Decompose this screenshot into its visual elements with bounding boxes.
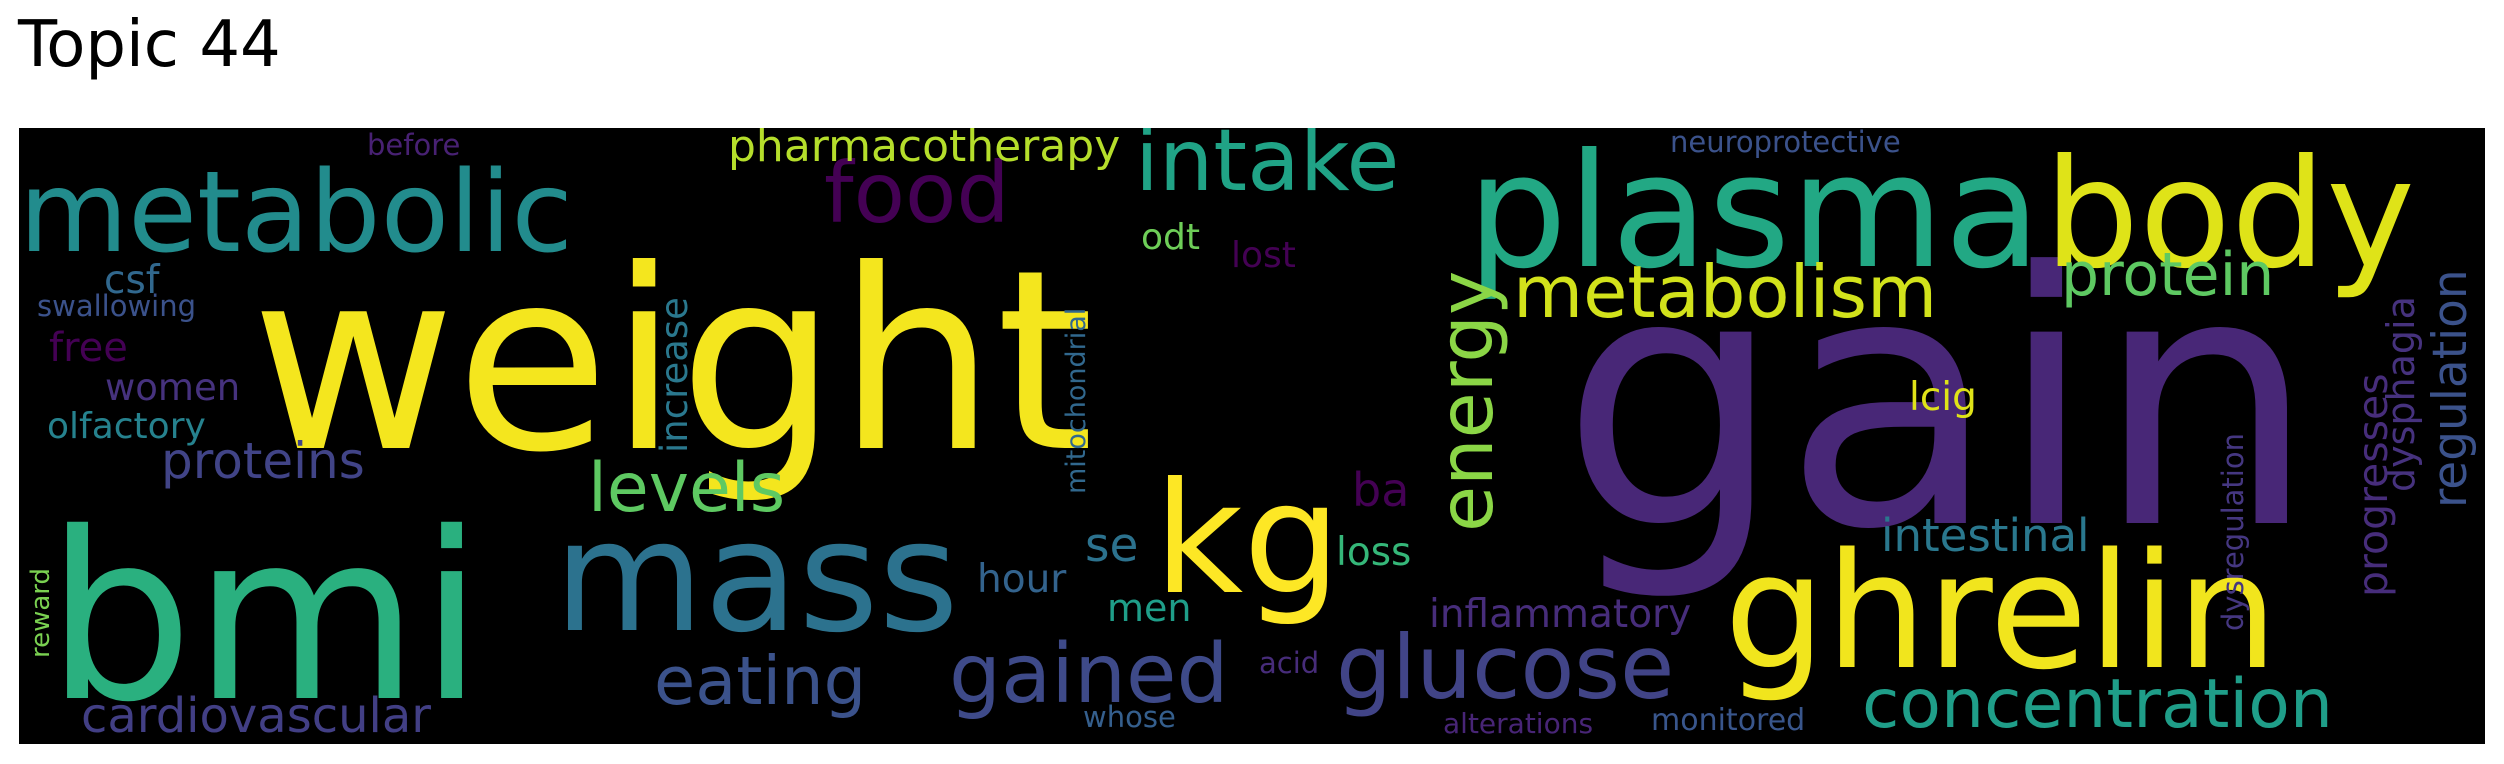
word-intake: intake	[1135, 128, 1399, 211]
word-increase: increase	[653, 297, 696, 453]
word-food: food	[824, 144, 1010, 242]
word-inflammatory: inflammatory	[1429, 592, 1691, 637]
word-levels: levels	[588, 449, 785, 528]
word-protein: protein	[2061, 240, 2274, 310]
word-lcig: lcig	[1909, 375, 1977, 420]
word-pharmacotherapy: pharmacotherapy	[728, 128, 1120, 172]
figure-title: Topic 44	[18, 8, 281, 82]
word-glucose: glucose	[1336, 616, 1674, 719]
word-se: se	[1085, 518, 1138, 573]
word-whose: whose	[1083, 700, 1176, 734]
word-cloud-background	[19, 128, 2485, 744]
word-cloud: weight gain bmi mass ghrelin kg plasma body meta…	[19, 128, 2485, 744]
word-odt: odt	[1141, 217, 1200, 258]
word-gained: gained	[949, 627, 1229, 722]
word-dysphagia: dysphagia	[2379, 296, 2423, 492]
word-eating: eating	[654, 642, 866, 720]
word-ba: ba	[1352, 463, 1409, 517]
word-mitochondrial: mitochondrial	[1061, 308, 1092, 494]
word-cloud-canvas: weight gain bmi mass ghrelin kg plasma body meta…	[19, 128, 2485, 744]
word-neuroprotective: neuroprotective	[1670, 128, 1901, 159]
word-energy: energy	[1422, 271, 1510, 532]
word-acid: acid	[1259, 646, 1319, 680]
word-ghrelin: ghrelin	[1724, 518, 2278, 705]
word-monitored: monitored	[1651, 703, 1805, 738]
word-gain: gain	[1561, 198, 2317, 606]
word-csf: csf	[104, 258, 161, 303]
word-olfactory: olfactory	[47, 406, 206, 447]
word-cardiovascular: cardiovascular	[81, 688, 431, 744]
word-hour: hour	[977, 557, 1067, 602]
word-kg: kg	[1154, 450, 1341, 629]
word-loss: loss	[1336, 530, 1411, 575]
word-before: before	[367, 128, 460, 162]
word-progresses: progresses	[2349, 373, 2397, 597]
word-body: body	[2044, 128, 2415, 302]
word-weight: weight	[251, 216, 1094, 507]
word-dysregulation: dysregulation	[2216, 433, 2250, 631]
word-free: free	[49, 325, 128, 371]
word-concentration: concentration	[1862, 665, 2333, 744]
word-alterations: alterations	[1443, 707, 1593, 740]
word-bmi: bmi	[46, 483, 484, 744]
word-metabolic: metabolic	[19, 148, 573, 278]
word-lost: lost	[1231, 235, 1296, 276]
word-men: men	[1107, 586, 1191, 630]
word-proteins: proteins	[161, 432, 365, 490]
word-swallowing: swallowing	[37, 289, 196, 323]
word-metabolism: metabolism	[1513, 250, 1937, 334]
word-reward: reward	[26, 568, 56, 658]
word-mass: mass	[554, 488, 959, 667]
word-plasma: plasma	[1467, 128, 2041, 304]
word-intestinal: intestinal	[1881, 509, 2090, 562]
word-women: women	[105, 366, 240, 409]
word-regulation: regulation	[2423, 269, 2478, 508]
